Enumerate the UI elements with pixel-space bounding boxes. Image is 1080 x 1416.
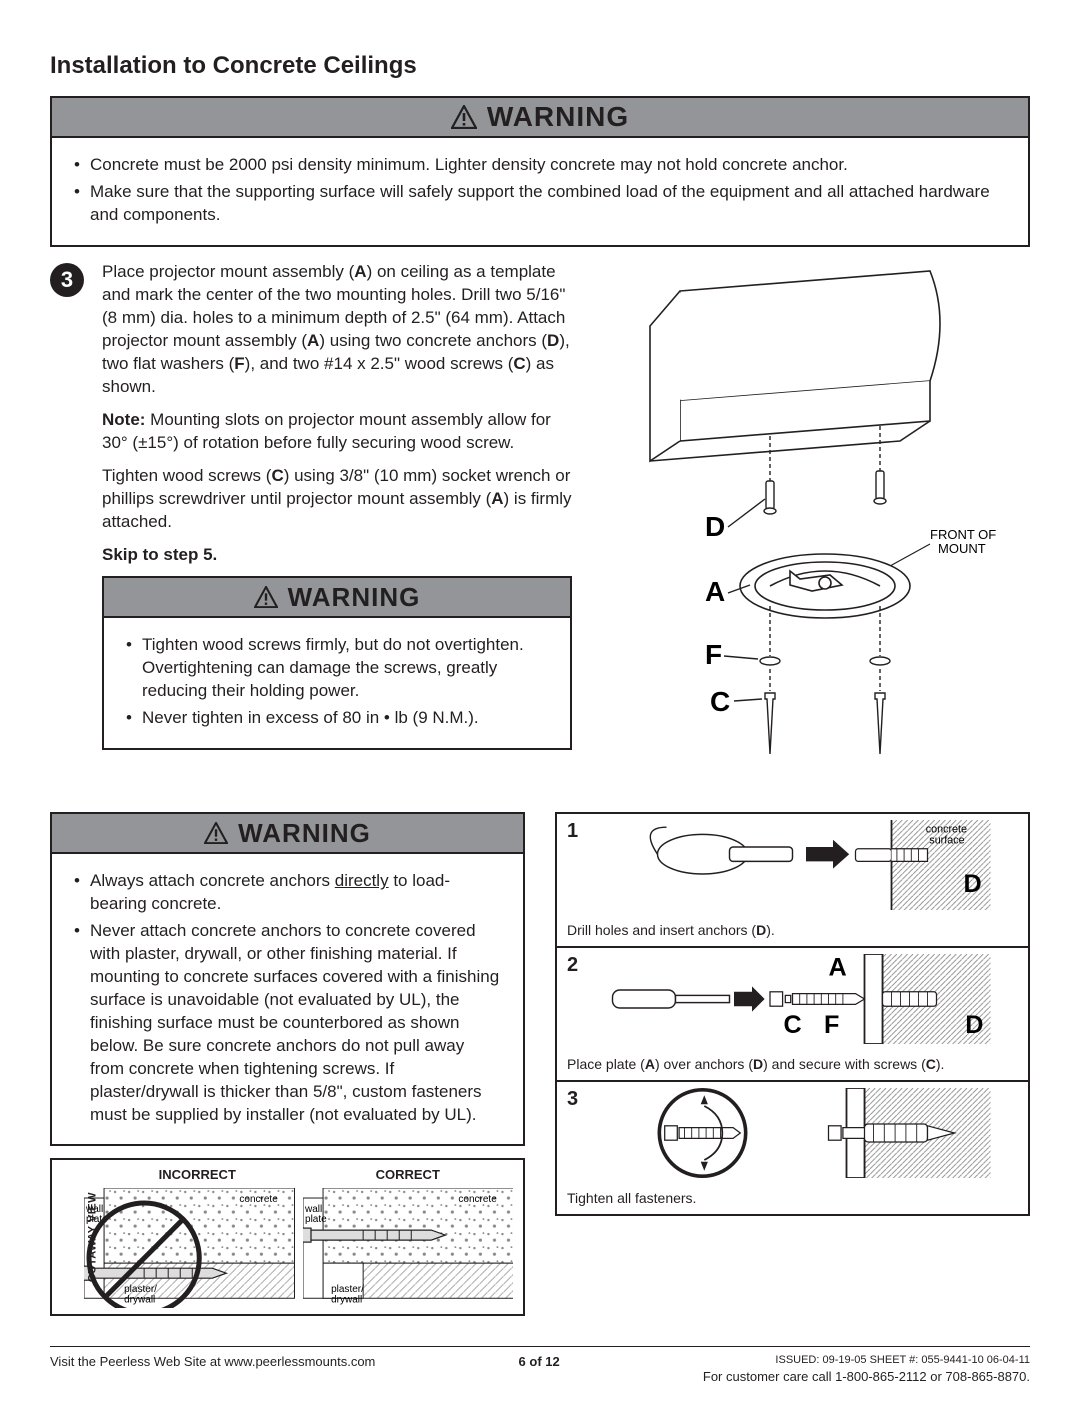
warning-item: Never attach concrete anchors to concret… — [74, 920, 501, 1126]
instruction-para: Place projector mount assembly (A) on ce… — [102, 261, 572, 399]
front-of-mount-label: FRONT OFMOUNT — [930, 527, 996, 556]
cutaway-incorrect: wallplate concrete plaster/drywall — [84, 1188, 295, 1308]
warning-mid: WARNING Tighten wood screws firmly, but … — [102, 576, 572, 750]
svg-text:concrete: concrete — [239, 1194, 278, 1205]
warning-item: Always attach concrete anchors directly … — [74, 870, 501, 916]
footer-left: Visit the Peerless Web Site at www.peerl… — [50, 1353, 375, 1371]
svg-text:C: C — [784, 1011, 802, 1039]
cutaway-correct: wallplate concrete plaster/drywall — [303, 1188, 514, 1308]
anchor-step-1: 1 — [557, 814, 1028, 948]
instruction-para: Note: Mounting slots on projector mount … — [102, 409, 572, 455]
step-instructions: Place projector mount assembly (A) on ce… — [102, 261, 572, 788]
label-a: A — [705, 576, 725, 607]
warning-bottom: WARNING Always attach concrete anchors d… — [50, 812, 525, 1146]
warning-label: WARNING — [288, 580, 421, 615]
warning-body: Always attach concrete anchors directly … — [50, 852, 525, 1146]
warning-body: Tighten wood screws firmly, but do not o… — [102, 616, 572, 750]
assembly-diagram: D FRONT OFMOUNT A — [590, 261, 1030, 788]
anchor-steps-diagram: 1 — [555, 812, 1030, 1215]
warning-triangle-icon — [204, 822, 228, 844]
cutaway-side-label: CUTAWAY VIEW — [86, 1192, 101, 1282]
footer-right: ISSUED: 09-19-05 SHEET #: 055-9441-10 06… — [703, 1353, 1030, 1385]
incorrect-label: INCORRECT — [92, 1166, 303, 1184]
footer-page-number: 6 of 12 — [519, 1353, 560, 1371]
warning-bar: WARNING — [102, 576, 572, 616]
warning-item: Make sure that the supporting surface wi… — [74, 181, 1006, 227]
instruction-para: Tighten wood screws (C) using 3/8" (10 m… — [102, 465, 572, 534]
svg-text:concrete: concrete — [458, 1194, 497, 1205]
warning-item: Never tighten in excess of 80 in • lb (9… — [126, 707, 548, 730]
warning-triangle-icon — [254, 586, 278, 608]
cell-caption: Tighten all fasteners. — [567, 1189, 1018, 1208]
footer-divider — [50, 1346, 1030, 1347]
svg-text:drywall: drywall — [331, 1294, 362, 1305]
correct-label: CORRECT — [303, 1166, 514, 1184]
label-c: C — [710, 686, 730, 717]
cutaway-diagram: CUTAWAY VIEW INCORRECT CORRECT — [50, 1158, 525, 1316]
page-footer: Visit the Peerless Web Site at www.peerl… — [50, 1353, 1030, 1385]
svg-text:plate: plate — [305, 1214, 327, 1225]
warning-label: WARNING — [238, 816, 371, 851]
cell-caption: Place plate (A) over anchors (D) and sec… — [567, 1055, 1018, 1074]
cell-number: 2 — [567, 952, 578, 979]
cell-caption: Drill holes and insert anchors (D). — [567, 921, 1018, 940]
label-f: F — [705, 639, 722, 670]
warning-label: WARNING — [487, 98, 629, 136]
svg-text:D: D — [965, 1011, 983, 1039]
label-d: D — [705, 511, 725, 542]
page-title: Installation to Concrete Ceilings — [50, 50, 1030, 82]
warning-item: Concrete must be 2000 psi density minimu… — [74, 154, 1006, 177]
svg-text:D: D — [964, 870, 982, 898]
svg-text:drywall: drywall — [124, 1294, 155, 1305]
svg-text:F: F — [824, 1011, 839, 1039]
warning-triangle-icon — [451, 105, 477, 129]
svg-text:A: A — [829, 954, 847, 982]
cell-number: 3 — [567, 1086, 578, 1113]
step-number-badge: 3 — [50, 263, 84, 297]
cell-number: 1 — [567, 818, 578, 845]
warning-top: WARNING Concrete must be 2000 psi densit… — [50, 96, 1030, 247]
warning-bar: WARNING — [50, 96, 1030, 136]
warning-bar: WARNING — [50, 812, 525, 852]
warning-item: Tighten wood screws firmly, but do not o… — [126, 634, 548, 703]
anchor-step-3: 3 — [557, 1082, 1028, 1214]
skip-line: Skip to step 5. — [102, 544, 572, 567]
anchor-step-2: 2 — [557, 948, 1028, 1082]
svg-text:surface: surface — [929, 835, 964, 847]
warning-body: Concrete must be 2000 psi density minimu… — [50, 136, 1030, 247]
